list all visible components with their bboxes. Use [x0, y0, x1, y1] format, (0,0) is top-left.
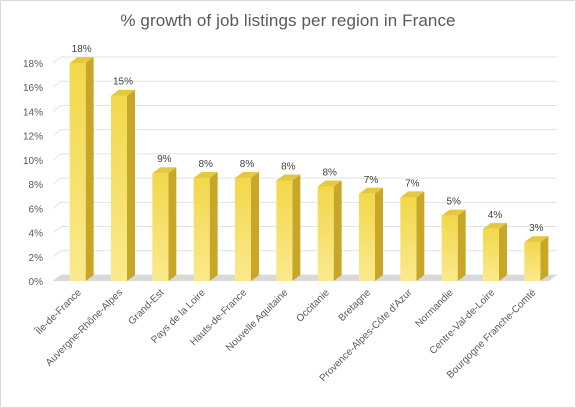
bar-front [524, 242, 541, 281]
bar-hauts-de-france [235, 172, 259, 281]
bar-front [193, 178, 210, 281]
bar-side [333, 180, 342, 281]
data-label: 3% [529, 223, 544, 234]
gridline-depth [52, 177, 62, 185]
gridline-depth [52, 153, 62, 161]
y-tick-label: 6% [29, 204, 44, 215]
bar-front [276, 180, 293, 281]
bar-top [400, 191, 425, 198]
bar-top [193, 172, 218, 179]
bar-front [359, 193, 375, 281]
data-label: 9% [157, 154, 172, 165]
data-label: 8% [322, 168, 337, 179]
bar-side [209, 172, 218, 281]
bar-normandie [441, 209, 466, 281]
bar-side [251, 172, 259, 281]
bar-bretagne [359, 187, 383, 281]
y-tick-label: 12% [23, 132, 43, 143]
bar-top [111, 89, 135, 96]
bar-side [540, 236, 549, 281]
gridline-depth [52, 250, 62, 258]
chart-title: % growth of job listings per region in F… [120, 11, 456, 30]
x-tick-label: Bourgogne Franche-Comté [445, 287, 539, 381]
bar-top [317, 180, 342, 187]
bar-grand-est [152, 167, 177, 281]
bar-side [127, 89, 135, 281]
bar-top [441, 209, 466, 216]
bar-nouvelle-aquitaine [276, 174, 301, 281]
y-axis: 0% 2% 4% 6% 8% 10% 12% 14% 16% 18% [23, 59, 43, 288]
bar-pays-de-la-loire [193, 172, 218, 281]
data-label: 4% [488, 210, 503, 221]
gridline-depth [52, 226, 62, 233]
bar-side [168, 167, 177, 281]
bar-bourgogne-franche-comte [524, 236, 549, 281]
bar-side [292, 174, 301, 281]
data-label: 5% [446, 197, 461, 208]
bar-top [276, 174, 301, 181]
bar-front [152, 173, 169, 281]
y-tick-label: 8% [29, 180, 44, 191]
y-tick-label: 14% [23, 107, 43, 118]
bar-front [235, 178, 251, 281]
bar-side [416, 191, 425, 281]
bar-occitanie [317, 180, 342, 281]
bar-provence-alpes-cote-d-azur [400, 191, 425, 281]
bar-front [400, 197, 417, 281]
data-labels: 18% 15% 9% 8% 8% 8% 8% 7% 7% 5% 4% 3% [72, 44, 544, 234]
y-tick-label: 18% [23, 59, 43, 70]
x-tick-label: Auvergne-Rhône-Alpes [44, 287, 125, 368]
x-tick-label: Bretagne [337, 287, 374, 324]
bar-front [483, 228, 499, 281]
data-label: 7% [364, 175, 379, 186]
bar-front [317, 186, 334, 281]
bar-top [152, 167, 177, 174]
bar-centre-val-de-loire [483, 222, 507, 281]
y-tick-label: 10% [23, 156, 43, 167]
y-tick-label: 4% [29, 229, 44, 240]
bar-side [375, 187, 383, 281]
bar-front [69, 63, 86, 281]
bar-front [111, 95, 127, 281]
data-label: 15% [113, 77, 133, 88]
x-tick-label: Grand-Est [126, 287, 166, 327]
chart-floor [53, 275, 557, 281]
data-label: 8% [240, 159, 255, 170]
data-label: 18% [72, 44, 92, 55]
bars [69, 57, 549, 281]
gridline-depth [52, 56, 62, 64]
bar-front [441, 215, 458, 281]
bar-top [235, 172, 259, 179]
x-tick-label: Occitanie [295, 287, 333, 325]
gridline-depth [52, 201, 62, 209]
bar-top [359, 187, 383, 194]
floor-plane [53, 275, 557, 281]
bar-ile-de-france [69, 57, 94, 281]
bar-side [85, 57, 94, 281]
y-tick-label: 16% [23, 83, 43, 94]
bar-top [69, 57, 94, 63]
gridline-depth [52, 80, 62, 88]
data-label: 8% [281, 161, 296, 172]
data-label: 7% [405, 178, 420, 189]
y-tick-label: 0% [29, 277, 44, 288]
gridline-depth [52, 129, 62, 137]
bar-top [483, 222, 507, 229]
bar-auvergne-rhone-alpes [111, 89, 135, 281]
y-tick-label: 2% [29, 253, 44, 264]
data-label: 8% [198, 159, 213, 170]
bar-side [457, 209, 466, 281]
x-tick-label: Normandie [413, 287, 456, 330]
bar-top [524, 236, 549, 243]
bar-side [499, 222, 507, 281]
gridline-depth [52, 105, 62, 112]
